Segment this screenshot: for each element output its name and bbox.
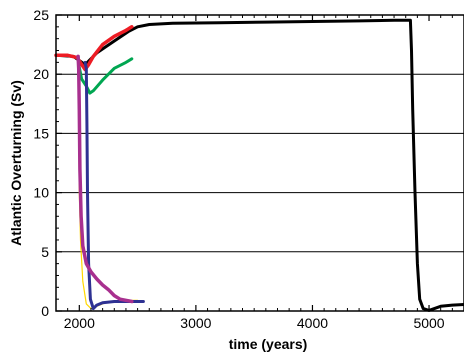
x-axis-title: time (years) [229, 336, 308, 352]
y-tick-label-15: 15 [33, 125, 49, 141]
series-lines [54, 18, 464, 312]
x-tick-labels: 2000 3000 4000 5000 [64, 315, 445, 331]
y-tick-label-5: 5 [41, 244, 49, 260]
series-line-6 [76, 54, 134, 304]
x-tick-label-5000: 5000 [413, 315, 444, 331]
plot-frame [55, 14, 464, 312]
tick-marks [56, 14, 464, 312]
y-tick-label-25: 25 [33, 7, 49, 23]
y-tick-label-10: 10 [33, 185, 49, 201]
y-tick-labels: 0 5 10 15 20 25 [33, 7, 49, 319]
series-line-1 [54, 18, 464, 312]
x-tick-label-3000: 3000 [180, 315, 211, 331]
x-tick-label-4000: 4000 [297, 315, 328, 331]
series-line-3 [54, 25, 134, 72]
y-tick-label-20: 20 [33, 66, 49, 82]
series-line-5 [83, 60, 145, 311]
grid-lines [56, 73, 464, 253]
y-axis-title: Atlantic Overturning (Sv) [8, 80, 24, 246]
y-tick-label-0: 0 [41, 303, 49, 319]
x-tick-label-2000: 2000 [64, 315, 95, 331]
